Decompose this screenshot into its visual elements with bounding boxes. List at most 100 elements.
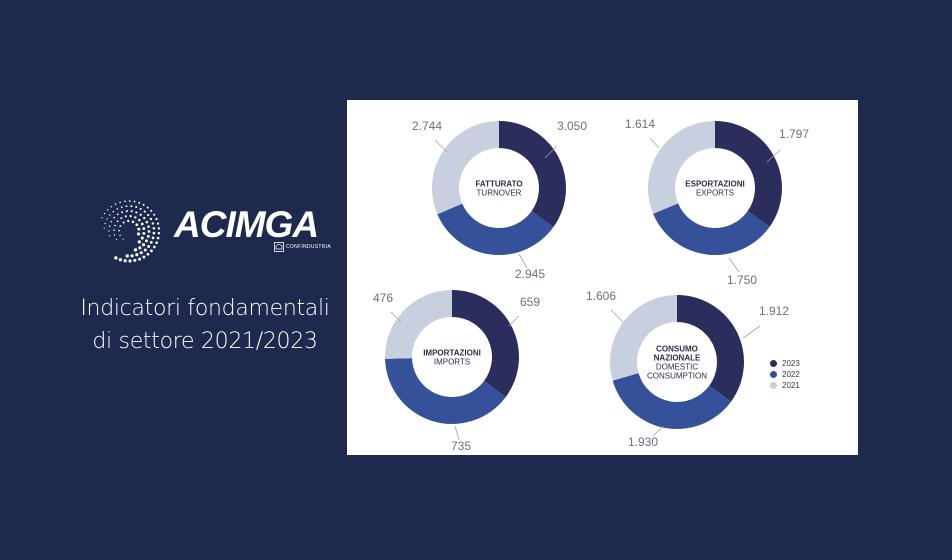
logo-dot bbox=[152, 226, 156, 230]
logo-dot bbox=[110, 205, 113, 208]
legend-label-2021: 2021 bbox=[782, 381, 800, 390]
donut-slice-2022 bbox=[612, 373, 731, 429]
logo-dot bbox=[122, 238, 124, 240]
logo-dot bbox=[135, 253, 139, 257]
logo-dot bbox=[129, 214, 132, 218]
leader-line bbox=[508, 315, 520, 327]
logo-dot bbox=[120, 217, 123, 220]
logo-dot bbox=[133, 248, 138, 252]
donut-slice-2021 bbox=[610, 295, 677, 381]
logo-dot bbox=[118, 229, 120, 232]
leader-line bbox=[742, 325, 761, 339]
acimga-logo: ACIMGA CONFINDUSTRIA bbox=[96, 198, 336, 264]
logo-dot bbox=[133, 200, 136, 203]
logo-dot bbox=[135, 223, 139, 227]
logo-dot bbox=[139, 207, 142, 210]
logo-dot bbox=[130, 254, 134, 258]
data-label: 1.614 bbox=[625, 117, 655, 131]
logo-dot bbox=[156, 222, 160, 225]
logo-dot bbox=[112, 210, 114, 213]
logo-dot bbox=[147, 225, 150, 228]
logo-dot bbox=[156, 236, 160, 240]
logo-dot bbox=[155, 241, 158, 245]
logo-dot bbox=[103, 212, 106, 215]
logo-dot bbox=[127, 219, 130, 223]
leader-line bbox=[610, 309, 624, 323]
donut-center-label: IMPORTS bbox=[434, 358, 470, 367]
leader-line bbox=[544, 145, 558, 159]
logo-dot bbox=[119, 234, 121, 237]
logo-dot bbox=[104, 222, 106, 225]
legend-swatch-2022 bbox=[770, 371, 777, 378]
donut-slice-2021 bbox=[432, 121, 499, 215]
donut-slice-2022 bbox=[653, 203, 770, 255]
donut-slice-2023 bbox=[452, 290, 519, 398]
logo-dot bbox=[125, 210, 128, 213]
donut-center-label: ESPORTAZIONI bbox=[685, 180, 744, 189]
leader-line bbox=[518, 253, 528, 269]
logo-dot bbox=[142, 243, 146, 247]
data-label: 1.930 bbox=[628, 435, 658, 449]
data-label: 1.606 bbox=[586, 289, 616, 303]
logo-dot bbox=[139, 251, 143, 255]
data-label: 659 bbox=[520, 295, 540, 309]
logo-dot bbox=[149, 240, 153, 244]
donut-center-label: CONSUMO bbox=[656, 345, 698, 354]
logo-dot bbox=[119, 225, 122, 227]
logo-dot bbox=[118, 258, 123, 262]
logo-dot bbox=[114, 203, 117, 205]
logo-dot bbox=[147, 213, 150, 217]
data-label: 3.050 bbox=[557, 119, 587, 133]
logo-dot bbox=[131, 220, 135, 224]
logo-dot bbox=[114, 256, 118, 260]
logo-dot bbox=[155, 217, 158, 221]
logo-dot bbox=[119, 201, 121, 204]
data-label: 735 bbox=[451, 439, 471, 453]
logo-dot bbox=[130, 205, 133, 208]
data-label: 1.750 bbox=[727, 273, 757, 287]
logo-dot bbox=[157, 232, 161, 235]
logo-dot bbox=[114, 224, 116, 227]
logo-dot bbox=[139, 213, 142, 216]
donut-slice-2022 bbox=[437, 203, 554, 255]
logo-dot bbox=[142, 255, 146, 259]
legend-label-2022: 2022 bbox=[782, 370, 800, 379]
logo-dot bbox=[113, 234, 116, 236]
data-label: 1.797 bbox=[779, 127, 809, 141]
logo-dot bbox=[150, 209, 153, 212]
logo-dot bbox=[136, 232, 141, 236]
leader-line bbox=[434, 139, 448, 153]
headline-line-2: di settore 2021/2023 bbox=[92, 329, 318, 354]
logo-dot bbox=[133, 258, 137, 262]
logo-dot bbox=[135, 206, 138, 209]
brand-name: ACIMGA bbox=[174, 204, 319, 245]
leader-line bbox=[652, 425, 664, 437]
logo-dot bbox=[150, 249, 153, 253]
logo-dot bbox=[144, 239, 148, 243]
data-label: 1.912 bbox=[759, 304, 789, 318]
logo-dot bbox=[146, 234, 150, 238]
logo-dot bbox=[134, 216, 137, 219]
logo-dot bbox=[153, 245, 156, 249]
logo-dot bbox=[143, 210, 146, 213]
donut-center-label: CONSUMPTION bbox=[647, 372, 707, 381]
logo-dot bbox=[116, 208, 119, 210]
logo-dot bbox=[125, 205, 128, 208]
logo-dot bbox=[108, 235, 111, 237]
logo-dot bbox=[120, 206, 123, 208]
logo-dot bbox=[138, 257, 142, 261]
logo-dot bbox=[123, 259, 127, 263]
brand-sub: CONFINDUSTRIA bbox=[286, 244, 332, 250]
donut-center-label: DOMESTIC bbox=[656, 363, 698, 372]
logo-dot bbox=[106, 218, 108, 220]
logo-dot bbox=[115, 238, 118, 240]
logo-dot bbox=[145, 220, 149, 224]
legend-item-2023: 2023 bbox=[770, 358, 850, 369]
logo-dot bbox=[138, 201, 141, 204]
logo-dot bbox=[142, 231, 146, 235]
logo-dot bbox=[124, 215, 127, 218]
logo-dot bbox=[101, 217, 103, 219]
donut-center-label: EXPORTS bbox=[696, 189, 734, 198]
logo-dot bbox=[143, 216, 146, 220]
